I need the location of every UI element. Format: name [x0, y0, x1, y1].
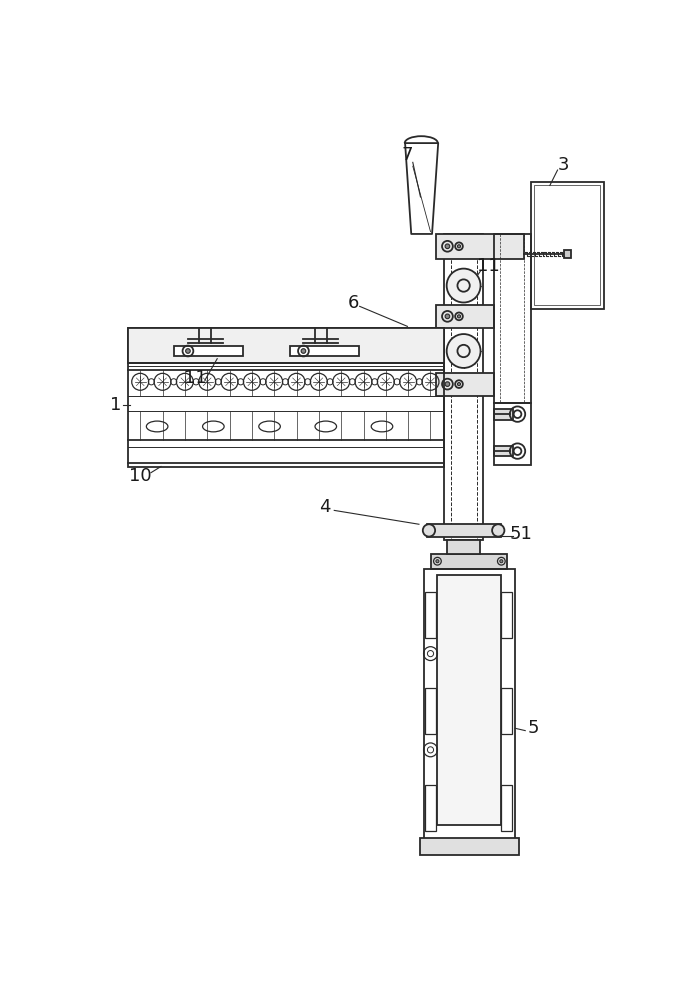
Bar: [436, 234, 524, 259]
Bar: [502, 688, 512, 734]
Bar: [128, 328, 444, 363]
Circle shape: [446, 269, 480, 302]
Text: 11: 11: [477, 257, 500, 275]
Bar: [420, 838, 519, 855]
Circle shape: [446, 334, 480, 368]
Text: 7: 7: [402, 146, 413, 164]
Bar: [447, 540, 480, 554]
Text: 6: 6: [348, 294, 359, 312]
Bar: [436, 305, 493, 328]
Text: 4: 4: [319, 498, 331, 516]
Circle shape: [457, 245, 460, 248]
Text: 10: 10: [129, 467, 152, 485]
Bar: [174, 346, 243, 356]
Bar: [493, 403, 531, 465]
Ellipse shape: [423, 524, 435, 537]
Bar: [493, 446, 513, 456]
Bar: [425, 688, 436, 734]
Bar: [128, 328, 444, 466]
Bar: [531, 182, 604, 309]
Text: 1: 1: [110, 396, 121, 414]
Bar: [493, 409, 513, 420]
Circle shape: [445, 382, 450, 386]
Circle shape: [457, 315, 460, 318]
Bar: [502, 785, 512, 831]
Ellipse shape: [492, 524, 504, 537]
Bar: [431, 554, 508, 569]
Bar: [436, 373, 493, 396]
Bar: [425, 592, 436, 638]
Bar: [564, 250, 571, 258]
Bar: [502, 592, 512, 638]
Bar: [438, 575, 502, 825]
Circle shape: [445, 314, 450, 319]
Circle shape: [500, 560, 503, 563]
Circle shape: [185, 349, 190, 353]
Bar: [289, 346, 359, 356]
Bar: [427, 524, 501, 537]
Bar: [424, 569, 515, 840]
Text: 5: 5: [527, 719, 539, 737]
Bar: [493, 234, 531, 403]
Circle shape: [445, 244, 450, 249]
Bar: [444, 234, 483, 540]
Circle shape: [436, 560, 439, 563]
Text: 51: 51: [509, 525, 532, 543]
Circle shape: [301, 349, 306, 353]
Text: 11: 11: [184, 369, 207, 387]
Bar: [535, 185, 600, 305]
Bar: [425, 785, 436, 831]
Circle shape: [457, 383, 460, 386]
Text: 3: 3: [558, 156, 569, 174]
